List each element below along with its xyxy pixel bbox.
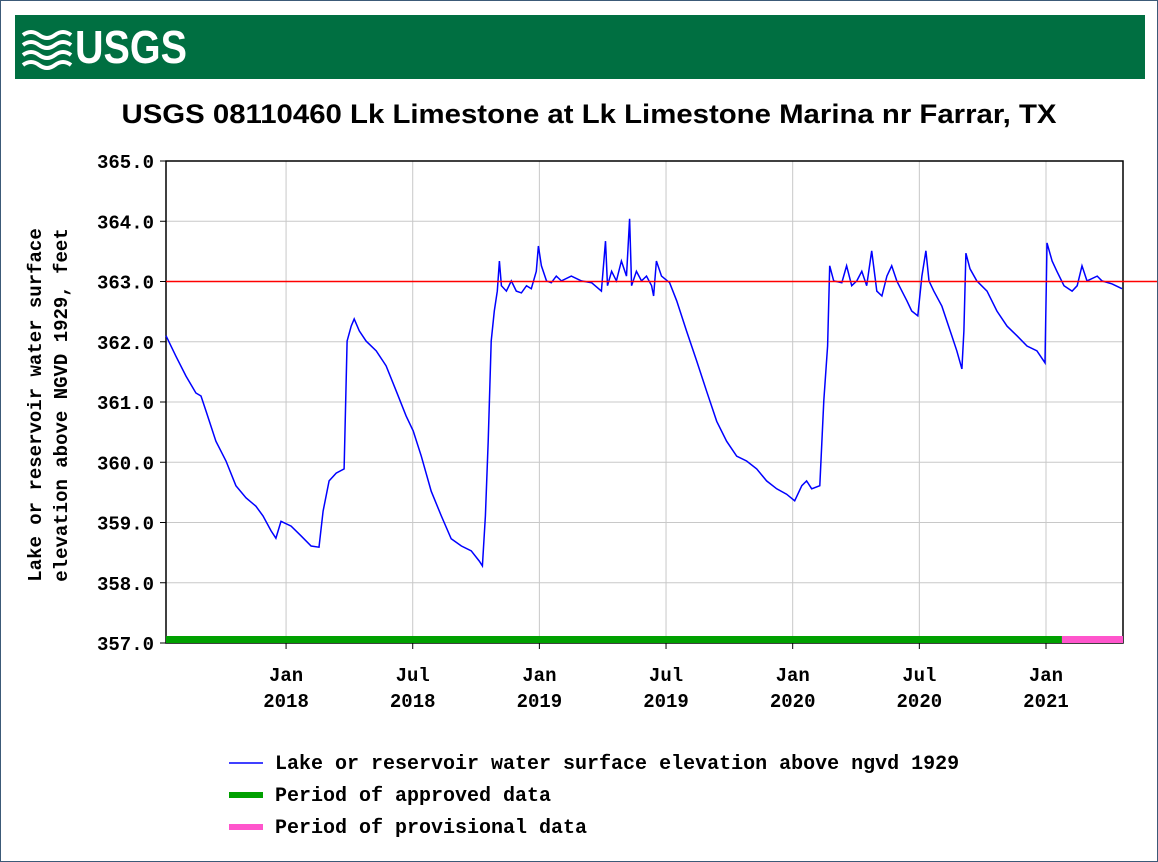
y-tick-label: 364.0 — [97, 212, 154, 234]
y-axis-label: Lake or reservoir water surface — [25, 228, 47, 581]
y-tick-label: 361.0 — [97, 393, 154, 415]
legend-label: Period of provisional data — [275, 817, 587, 840]
legend-label: Lake or reservoir water surface elevatio… — [275, 753, 959, 776]
y-axis-label: elevation above NGVD 1929, feet — [51, 228, 73, 581]
period-bar — [1061, 636, 1123, 643]
x-tick-label: Jan 2018 — [263, 665, 309, 713]
header-bar — [15, 15, 1145, 79]
y-tick-label: 362.0 — [97, 333, 154, 355]
chart-title: USGS 08110460 Lk Limestone at Lk Limesto… — [122, 99, 1057, 129]
x-tick-label: Jan 2020 — [769, 665, 816, 713]
x-tick-label: Jan 2021 — [1023, 665, 1069, 713]
x-tick-label: Jul 2018 — [389, 665, 436, 713]
y-tick-label: 358.0 — [97, 574, 154, 596]
y-tick-label: 365.0 — [97, 152, 154, 174]
y-tick-label: 363.0 — [97, 273, 154, 295]
x-tick-label: Jan 2019 — [516, 665, 563, 713]
y-tick-label: 360.0 — [97, 453, 154, 475]
legend-label: Period of approved data — [275, 785, 551, 808]
period-bar — [166, 636, 1062, 643]
x-tick-label: Jul 2019 — [643, 665, 689, 713]
logo-icon — [21, 30, 73, 70]
logo-text: USGS — [75, 21, 187, 73]
x-tick-label: Jul 2020 — [896, 665, 943, 713]
y-tick-label: 357.0 — [97, 634, 154, 656]
y-tick-label: 359.0 — [97, 514, 154, 536]
